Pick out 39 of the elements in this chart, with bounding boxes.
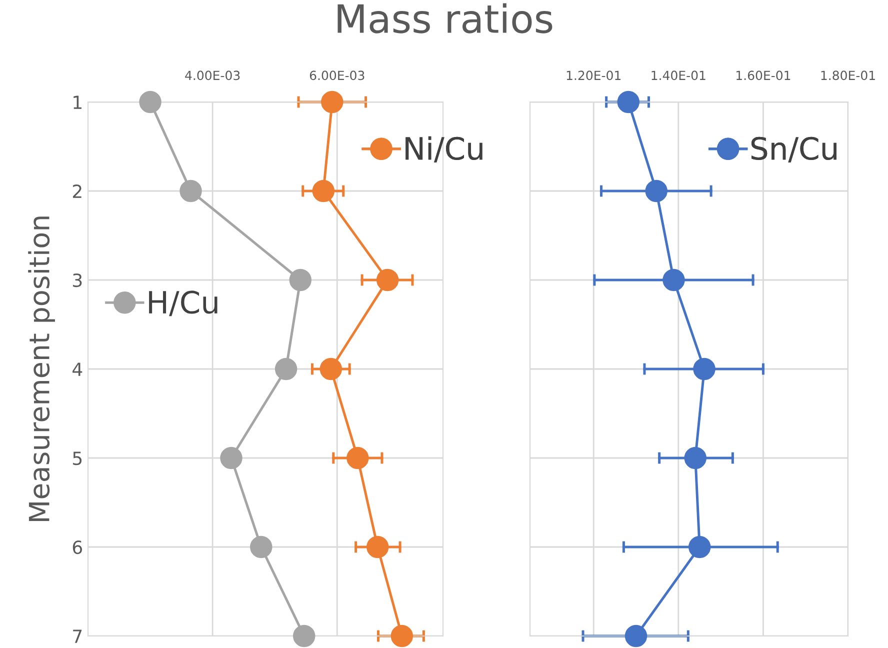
- point: [293, 624, 316, 648]
- point: [274, 358, 298, 380]
- point: [617, 90, 640, 114]
- y-tick-label: 4: [72, 362, 82, 376]
- point: [220, 446, 242, 470]
- legend-label: Ni/Cu: [406, 136, 482, 162]
- point: [180, 180, 202, 202]
- point: [346, 446, 369, 470]
- point: [645, 180, 668, 202]
- x-tick-label: 1.80E-01: [821, 70, 875, 80]
- x-tick-label: 6.00E-03: [310, 70, 364, 80]
- legend-label: Sn/Cu: [751, 136, 836, 162]
- point: [684, 446, 706, 470]
- y-tick-label: 2: [72, 184, 82, 198]
- point: [321, 90, 344, 114]
- point: [366, 536, 389, 558]
- x-tick-label: 1.40E-01: [652, 70, 706, 80]
- point: [390, 624, 414, 648]
- chart-title: Mass ratios: [338, 3, 552, 34]
- x-tick-label: 1.60E-01: [736, 70, 790, 80]
- legend-label: H/Cu: [149, 290, 218, 316]
- point: [250, 536, 272, 558]
- y-tick-label: 7: [73, 630, 82, 643]
- x-tick-label: 4.00E-03: [185, 70, 240, 80]
- y-tick-label: 5: [73, 452, 82, 466]
- point: [320, 358, 342, 380]
- point: [289, 268, 312, 292]
- point: [693, 358, 716, 380]
- x-tick-label: 1.20E-01: [566, 70, 621, 80]
- point: [312, 180, 335, 202]
- point: [139, 90, 162, 114]
- point: [688, 536, 711, 558]
- point: [624, 624, 648, 648]
- point: [662, 268, 685, 292]
- y-tick-label: 6: [72, 540, 82, 554]
- point: [376, 268, 399, 292]
- y-tick-label: 1: [74, 96, 82, 109]
- y-tick-label: 3: [73, 273, 82, 288]
- y-axis-title: Measurement position: [28, 216, 55, 522]
